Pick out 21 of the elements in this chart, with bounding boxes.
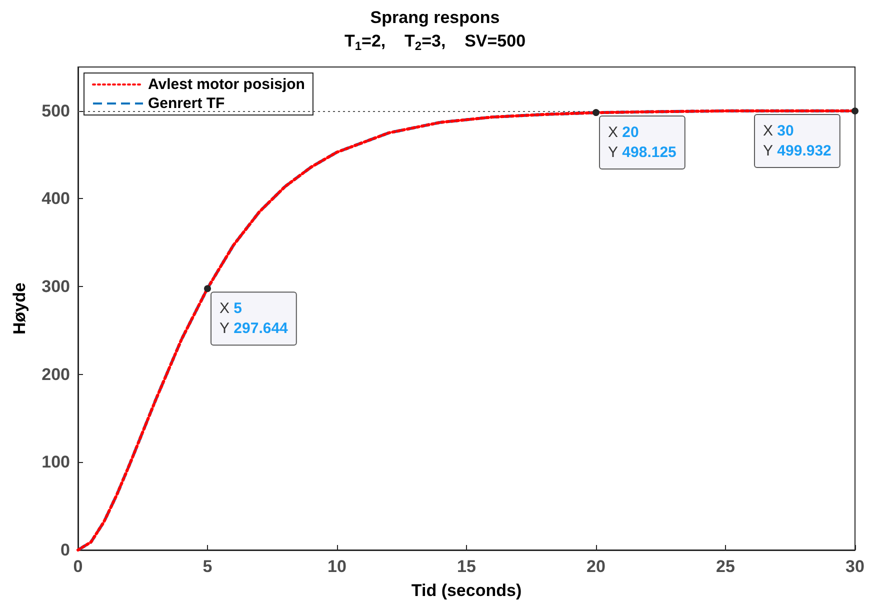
- chart-title: Sprang respons: [370, 8, 500, 27]
- legend-label: Genrert TF: [148, 95, 225, 112]
- x-tick-label: 5: [202, 557, 212, 576]
- y-tick-label: 100: [42, 452, 70, 472]
- x-axis-title: Tid (seconds): [411, 581, 522, 600]
- x-tick-label: 15: [457, 557, 476, 576]
- y-tick-label: 0: [60, 540, 70, 560]
- y-axis-title: Høyde: [10, 282, 29, 334]
- x-tick-label: 25: [716, 557, 735, 576]
- annotation: X 5 Y 297.644: [220, 300, 289, 338]
- y-tick-label: 200: [42, 364, 70, 384]
- annotation: X 30 Y 499.932: [763, 122, 832, 160]
- x-tick-label: 0: [73, 557, 83, 576]
- y-tick-label: 300: [42, 277, 70, 296]
- y-tick-label: 400: [42, 189, 70, 208]
- annotation: X 20 Y 498.125: [608, 124, 676, 162]
- x-tick-label: 30: [846, 557, 864, 576]
- x-tick-label: 20: [586, 557, 606, 576]
- x-tick-label: 10: [328, 557, 346, 576]
- legend-label: Avlest motor posisjon: [148, 76, 305, 93]
- y-tick-label: 500: [42, 101, 70, 120]
